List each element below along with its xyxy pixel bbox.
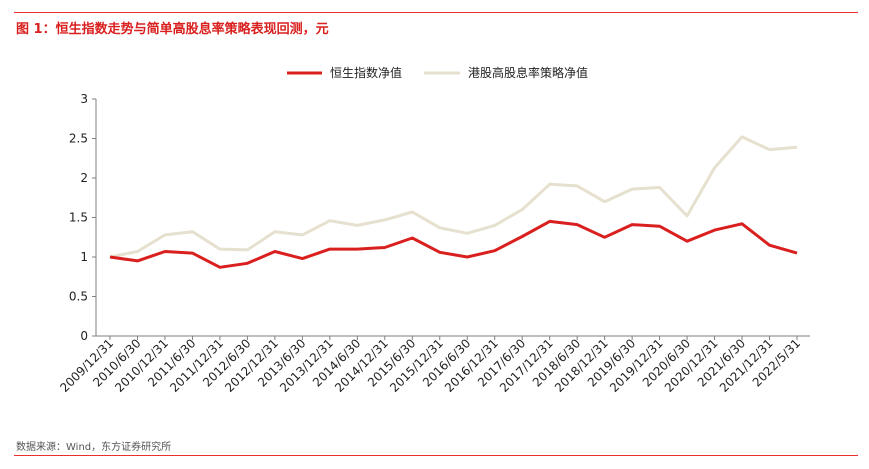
legend: 恒生指数净值 港股高股息率策略净值 [287,65,588,80]
y-tick-label: 0.5 [69,290,88,304]
x-ticks: 2009/12/312010/6/302010/12/312011/6/3020… [57,336,803,395]
y-tick-label: 0 [80,329,88,343]
figure-title: 图 1：恒生指数走势与简单高股息率策略表现回测，元 [16,22,329,37]
figure-source: 数据来源：Wind，东方证券研究所 [16,442,172,453]
legend-label-hsi: 恒生指数净值 [330,65,402,80]
y-tick-label: 2 [80,171,88,185]
y-tick-label: 1 [80,250,88,264]
series-group [109,135,798,269]
series-line-hsi [109,219,798,269]
top-rule [14,12,858,13]
bottom-rule [14,455,858,456]
legend-label-dividend: 港股高股息率策略净值 [468,65,588,80]
y-tick-label: 2.5 [69,132,88,146]
series-line-dividend [109,135,798,259]
y-tick-label: 1.5 [69,211,88,225]
y-ticks: 0 0.5 1 1.5 2 2.5 3 [69,92,96,343]
y-tick-label: 3 [80,92,88,106]
